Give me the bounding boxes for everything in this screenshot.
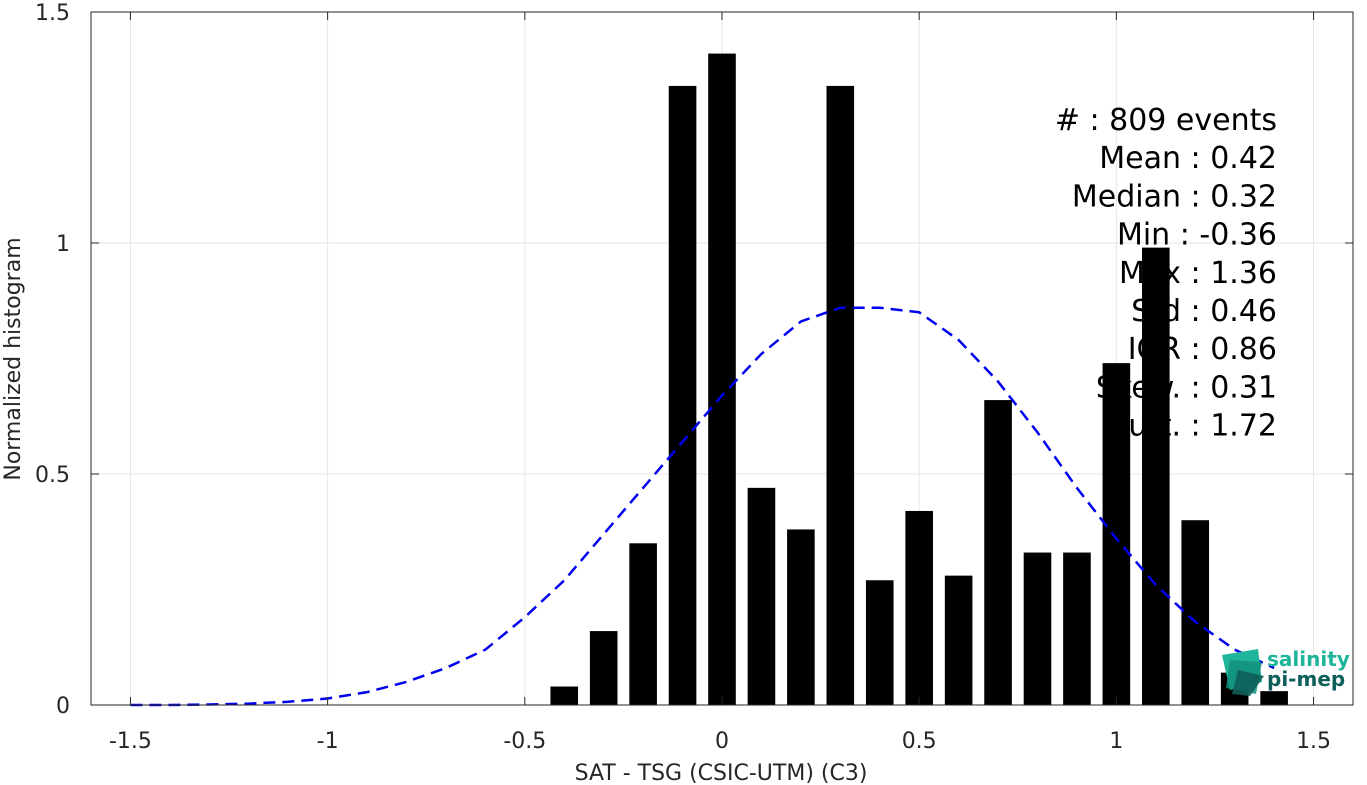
logo-text-salinity: salinity	[1267, 647, 1350, 671]
histogram-bar	[787, 529, 815, 705]
stats-line: Max : 1.36	[1119, 256, 1277, 291]
stats-line: Skew. : 0.31	[1096, 370, 1277, 405]
stats-line: Std : 0.46	[1131, 294, 1277, 329]
x-tick-label: 1.5	[1296, 729, 1331, 754]
histogram-bar	[1102, 363, 1131, 705]
y-tick-label: 1.5	[35, 1, 70, 26]
logo-text-pimep: pi-mep	[1267, 667, 1345, 691]
histogram-bar	[905, 510, 933, 705]
histogram-bars	[550, 53, 1288, 706]
histogram-bar	[629, 543, 657, 705]
stats-line: IQR : 0.86	[1128, 332, 1277, 367]
histogram-bar	[550, 686, 579, 705]
histogram-bar	[747, 487, 776, 705]
histogram-bar	[1023, 552, 1052, 705]
logo-mark-icon	[1222, 649, 1264, 696]
histogram-bar	[1260, 691, 1288, 705]
y-tick-label: 1	[56, 232, 70, 257]
stats-line: # : 809 events	[1055, 103, 1277, 138]
histogram-bar	[1063, 552, 1091, 705]
gaussian-fit-curve	[130, 306, 1275, 707]
stats-line: Min : -0.36	[1117, 218, 1277, 253]
y-axis-label: Normalized histogram	[1, 237, 26, 480]
histogram-bar	[826, 85, 855, 706]
histogram-bar	[1142, 247, 1170, 705]
histogram-bar	[1181, 520, 1210, 705]
x-tick-label: -0.5	[503, 729, 546, 754]
x-tick-label: 0.5	[902, 729, 937, 754]
histogram-bar	[668, 85, 697, 706]
x-tick-label: -1.5	[109, 729, 152, 754]
tick-marks	[91, 11, 1353, 706]
x-tick-label: 0	[715, 729, 729, 754]
stats-line: Median : 0.32	[1072, 179, 1277, 214]
histogram-bar	[865, 580, 894, 705]
y-tick-label: 0.5	[35, 463, 70, 488]
x-tick-labels: -1.5 -1 -0.5 0 0.5 1 1.5	[109, 729, 1331, 754]
x-tick-label: 1	[1109, 729, 1123, 754]
histogram-bar	[984, 400, 1012, 705]
histogram-bar	[708, 53, 736, 705]
y-tick-label: 0	[56, 694, 70, 719]
fit-curve-line	[130, 306, 1275, 707]
y-tick-labels: 0 0.5 1 1.5	[35, 1, 70, 719]
x-tick-label: -1	[317, 729, 339, 754]
stats-line: Kurt. : 1.72	[1110, 409, 1277, 444]
stats-line: Mean : 0.42	[1099, 141, 1277, 176]
histogram-bar	[589, 631, 618, 705]
histogram-bar	[944, 575, 973, 705]
salinity-pimep-logo: salinity pi-mep	[1222, 647, 1350, 696]
x-axis-label: SAT - TSG (CSIC-UTM) (C3)	[575, 761, 868, 785]
